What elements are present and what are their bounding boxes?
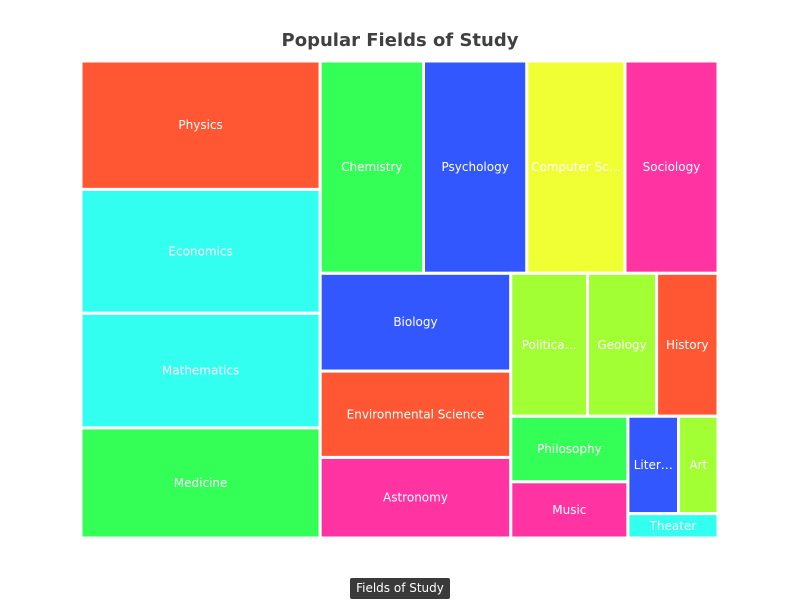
tile-biology[interactable]: Biology <box>318 271 513 373</box>
tile-philosophy[interactable]: Philosophy <box>509 414 630 484</box>
tile-rect[interactable] <box>626 512 720 540</box>
tile-rect[interactable] <box>655 271 720 418</box>
tile-medicine[interactable]: Medicine <box>79 426 322 540</box>
tile-label: Geology <box>597 338 646 352</box>
tile-history[interactable]: History <box>655 271 720 418</box>
tile-mathematics[interactable]: Mathematics <box>79 311 322 430</box>
tile-rect[interactable] <box>509 414 630 484</box>
tile-label: Mathematics <box>162 364 239 378</box>
tile-label: Computer Sc… <box>531 160 621 174</box>
tile-rect[interactable] <box>318 271 513 373</box>
tile-label: Medicine <box>174 476 228 490</box>
tile-economics[interactable]: Economics <box>79 187 322 315</box>
tile-label: Biology <box>393 315 437 329</box>
tile-psychology[interactable]: Psychology <box>421 59 529 275</box>
tile-environmental-science[interactable]: Environmental Science <box>318 369 513 459</box>
tile-literature[interactable]: Liter… <box>626 414 681 516</box>
tile-label: Physics <box>178 118 222 132</box>
tile-label: Chemistry <box>341 160 402 174</box>
tile-chemistry[interactable]: Chemistry <box>318 59 425 275</box>
tile-label: Art <box>689 458 707 472</box>
tile-label: Liter… <box>634 458 673 472</box>
chart-title: Popular Fields of Study <box>281 30 519 51</box>
tile-label: Theater <box>649 519 697 533</box>
tile-computer-science[interactable]: Computer Sc… <box>525 59 627 275</box>
tile-rect[interactable] <box>525 59 627 275</box>
tile-political-science[interactable]: Politica… <box>509 271 590 418</box>
tile-astronomy[interactable]: Astronomy <box>318 455 513 540</box>
tile-label: Psychology <box>442 160 509 174</box>
tile-physics[interactable]: Physics <box>79 59 322 191</box>
tile-label: Philosophy <box>537 442 602 456</box>
tile-geology[interactable]: Geology <box>586 271 659 418</box>
tile-art[interactable]: Art <box>677 414 720 516</box>
tile-label: Sociology <box>643 160 701 174</box>
legend-item[interactable]: Fields of Study <box>350 578 450 599</box>
tile-rect[interactable] <box>421 59 529 275</box>
tile-label: Economics <box>168 244 232 258</box>
tile-label: Music <box>552 503 586 517</box>
tile-rect[interactable] <box>318 59 425 275</box>
tile-label: Environmental Science <box>347 407 485 421</box>
tile-music[interactable]: Music <box>509 480 630 540</box>
tile-rect[interactable] <box>623 59 720 275</box>
tile-theater[interactable]: Theater <box>626 512 720 540</box>
tile-rect[interactable] <box>677 414 720 516</box>
tile-rect[interactable] <box>586 271 659 418</box>
legend: Fields of Study <box>0 577 800 599</box>
tile-label: Astronomy <box>383 491 448 505</box>
tile-sociology[interactable]: Sociology <box>623 59 720 275</box>
tile-rect[interactable] <box>318 455 513 540</box>
tile-label: History <box>666 338 709 352</box>
tile-label: Politica… <box>522 338 577 352</box>
